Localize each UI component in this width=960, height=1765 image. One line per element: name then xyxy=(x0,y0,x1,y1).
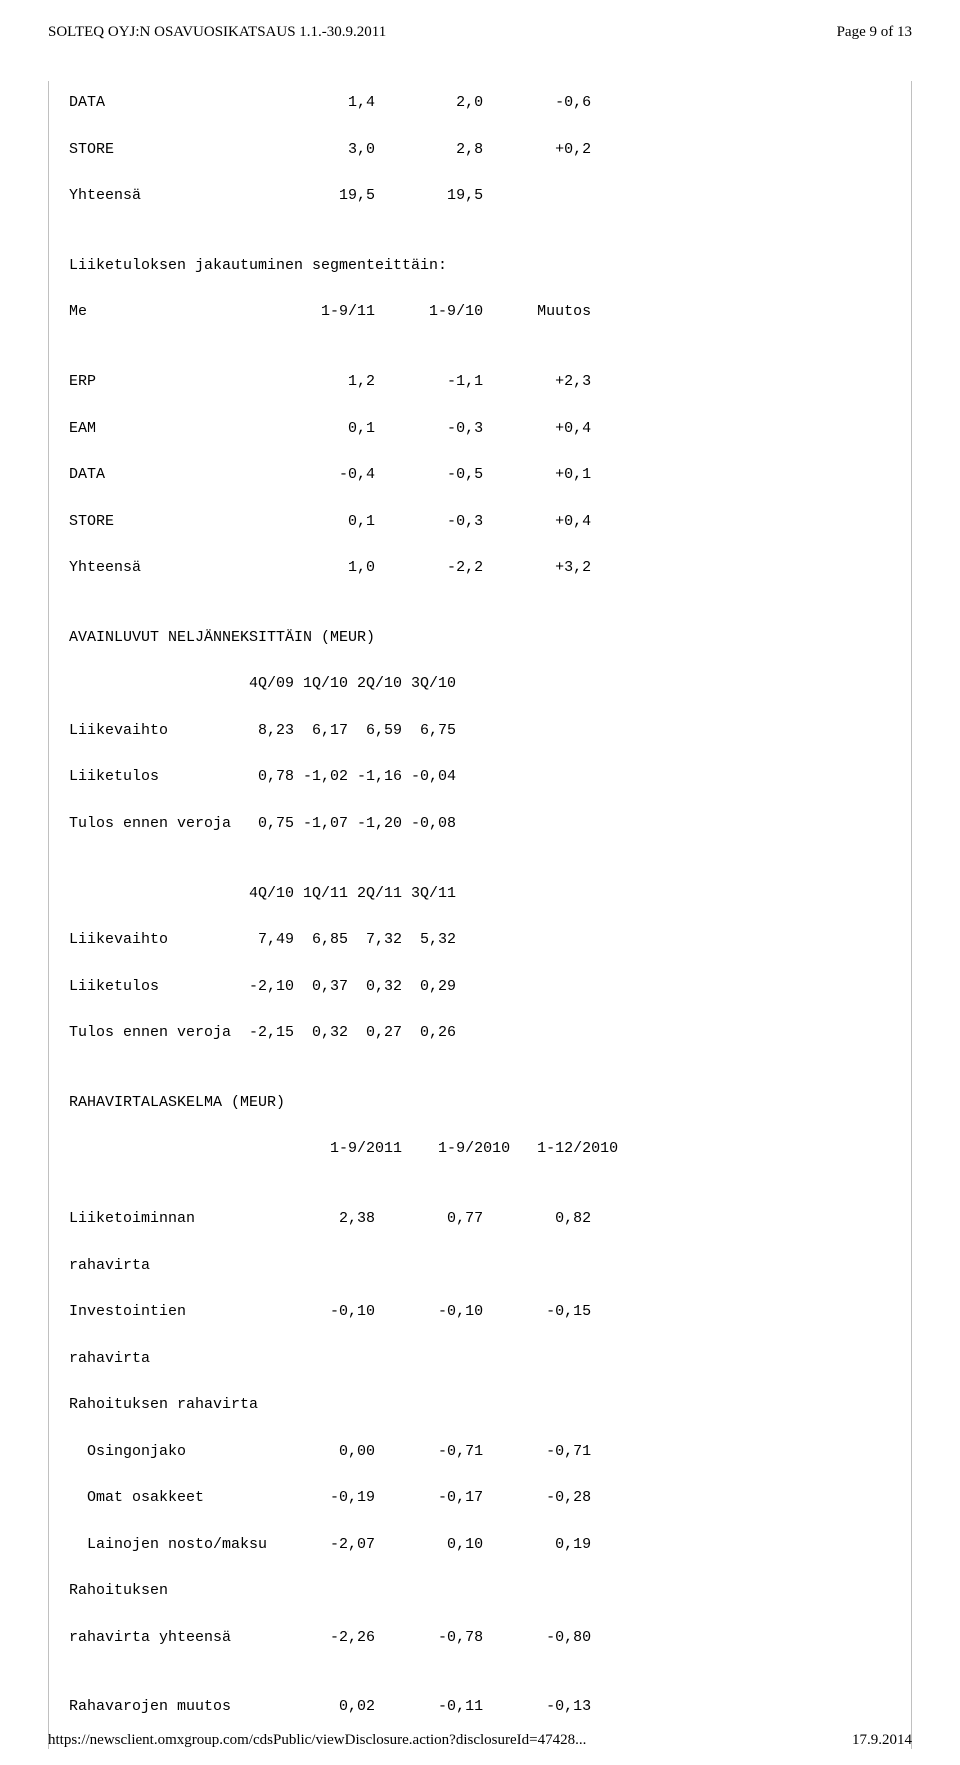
doc-title: SOLTEQ OYJ:N OSAVUOSIKATSAUS 1.1.-30.9.2… xyxy=(48,24,386,41)
footer-url: https://newsclient.omxgroup.com/cdsPubli… xyxy=(48,1732,586,1749)
page-footer: https://newsclient.omxgroup.com/cdsPubli… xyxy=(48,1732,912,1749)
footer-date: 17.9.2014 xyxy=(852,1732,912,1749)
page: SOLTEQ OYJ:N OSAVUOSIKATSAUS 1.1.-30.9.2… xyxy=(0,0,960,1765)
document-body: DATA 1,4 2,0 -0,6 STORE 3,0 2,8 +0,2 Yht… xyxy=(48,81,912,1749)
page-number: Page 9 of 13 xyxy=(837,24,912,41)
page-header: SOLTEQ OYJ:N OSAVUOSIKATSAUS 1.1.-30.9.2… xyxy=(48,24,912,41)
